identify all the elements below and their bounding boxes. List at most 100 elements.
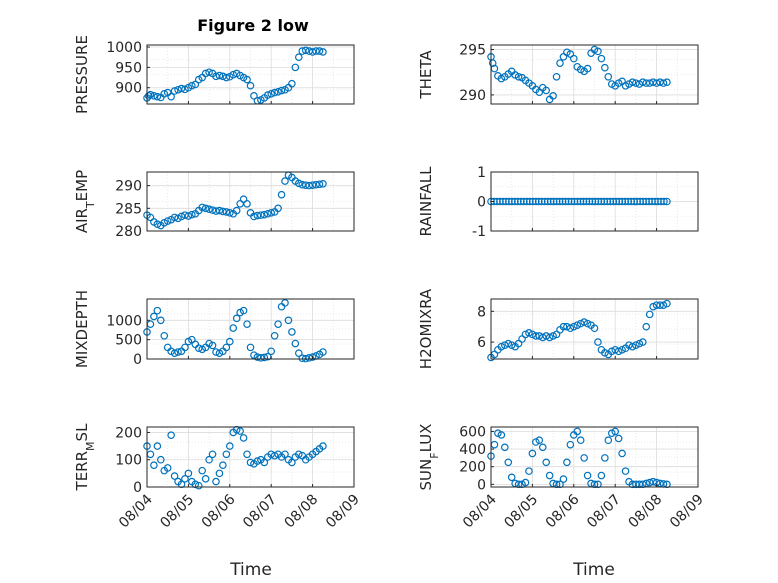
data-point	[191, 80, 200, 89]
data-point	[239, 434, 248, 442]
data-point	[243, 320, 251, 328]
data-point	[201, 475, 210, 483]
subplot-mixdepth: 0 500 1000 MIXDEPTH	[73, 290, 355, 368]
y-tick-label: 950	[115, 60, 142, 76]
data-point	[215, 71, 224, 80]
axes-box	[490, 426, 699, 488]
data-point	[500, 443, 509, 452]
y-axis-label: THETA	[417, 50, 435, 100]
data-point	[194, 481, 203, 490]
data-point	[583, 64, 592, 73]
data-point	[594, 47, 602, 56]
data-point	[201, 204, 210, 213]
data-point	[277, 190, 286, 199]
axes-box	[146, 426, 355, 488]
data-point	[645, 310, 654, 319]
axes-box	[490, 44, 699, 105]
data-point	[150, 461, 158, 469]
data-point	[229, 324, 238, 332]
data-point	[594, 338, 602, 346]
data-point	[569, 54, 578, 63]
data-point	[157, 455, 165, 464]
y-tick-label: 900	[115, 81, 142, 97]
data-point	[542, 86, 551, 95]
data-point	[601, 454, 609, 462]
data-point	[181, 343, 189, 352]
data-point	[198, 203, 207, 212]
data-point	[663, 78, 671, 87]
data-point	[274, 204, 282, 213]
data-point	[319, 180, 327, 188]
y-tick-label: 8	[477, 304, 486, 320]
data-point	[632, 341, 640, 349]
y-tick-label: 6	[477, 335, 486, 351]
data-point	[205, 68, 213, 77]
data-point	[583, 471, 592, 480]
data-point	[628, 78, 637, 87]
data-point	[257, 211, 265, 219]
data-point	[635, 480, 644, 489]
y-tick-label: 285	[115, 201, 142, 217]
data-point	[319, 48, 327, 56]
data-point	[601, 63, 609, 72]
data-point	[614, 347, 623, 356]
data-point	[260, 353, 269, 362]
data-point	[198, 466, 207, 475]
data-point	[144, 92, 153, 100]
data-point	[638, 338, 647, 346]
data-point	[497, 342, 506, 351]
data-point	[174, 348, 182, 356]
y-tick-label: 200	[115, 425, 142, 441]
data-point	[181, 475, 189, 483]
data-point	[504, 339, 513, 348]
data-point	[659, 301, 668, 309]
data-point	[277, 86, 286, 95]
y-tick-label: 1000	[106, 313, 142, 329]
data-point	[226, 337, 234, 346]
y-tick-label: 0	[477, 477, 486, 493]
y-tick-label: 0	[133, 352, 142, 368]
data-point	[253, 211, 262, 220]
data-point	[215, 206, 224, 215]
y-axis-label: PRESSURE	[73, 35, 91, 114]
data-point	[611, 427, 620, 436]
y-tick-label: 400	[459, 442, 486, 458]
data-point	[642, 322, 651, 331]
data-point	[281, 177, 289, 185]
data-point	[552, 480, 561, 489]
data-point	[294, 450, 303, 459]
data-point	[291, 339, 300, 348]
y-tick-label: 0	[477, 195, 486, 211]
data-point	[284, 316, 293, 325]
subplot-h2omixra: 6 8 H2OMIXRA	[417, 288, 699, 369]
data-point	[552, 72, 561, 81]
data-point	[267, 347, 276, 356]
data-point	[315, 180, 324, 189]
data-point	[267, 209, 276, 217]
data-point	[305, 181, 313, 190]
data-point	[549, 332, 557, 340]
y-axis-label: MIXDEPTH	[73, 290, 91, 368]
data-point	[559, 475, 568, 483]
data-point	[188, 210, 196, 219]
data-point	[618, 449, 626, 458]
y-axis-label: TERRMSL	[73, 423, 97, 492]
data-point	[288, 79, 296, 88]
data-point	[590, 324, 599, 333]
data-point	[153, 220, 162, 228]
data-point	[569, 322, 578, 331]
data-point	[656, 301, 664, 309]
data-point	[205, 455, 213, 464]
data-point	[215, 469, 224, 478]
data-point	[170, 349, 179, 357]
data-point	[521, 478, 530, 487]
data-point	[294, 179, 303, 188]
data-point	[590, 480, 599, 489]
data-point	[597, 471, 606, 480]
data-point	[167, 92, 175, 101]
y-tick-label: -1	[472, 224, 486, 240]
data-point	[649, 302, 657, 311]
data-point	[497, 431, 506, 439]
data-point	[298, 180, 307, 189]
data-point	[660, 197, 668, 206]
